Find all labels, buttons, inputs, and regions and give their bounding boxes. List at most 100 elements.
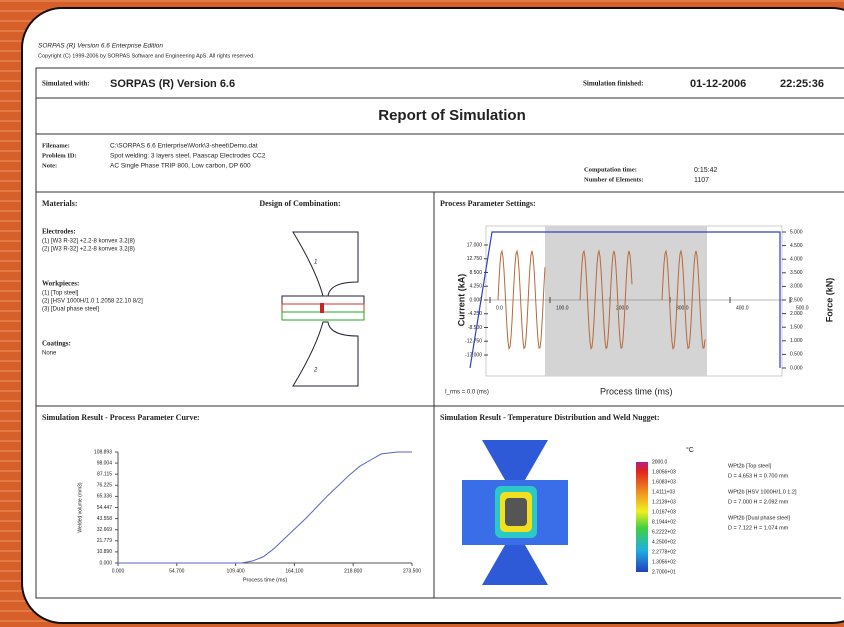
y2-tick-label: 1.500 bbox=[790, 325, 803, 331]
value: SORPAS (R) Version 6.6 bbox=[110, 78, 235, 90]
temperature-drawing bbox=[462, 440, 648, 585]
field-value: 1107 bbox=[694, 177, 709, 184]
nugget-size: D = 7.122 H = 1.074 mm bbox=[728, 525, 789, 531]
x-tick-label: 100.0 bbox=[556, 305, 569, 311]
y-tick-label: -8.500 bbox=[468, 325, 482, 331]
y-tick-label: -12.750 bbox=[465, 339, 482, 345]
y2-tick-label: 2.000 bbox=[790, 311, 803, 317]
axis-label: Force (kN) bbox=[824, 278, 834, 323]
legend-label: 4.2500+02 bbox=[652, 539, 676, 545]
y-tick-label: 54.447 bbox=[97, 505, 113, 511]
report-title: Report of Simulation bbox=[378, 107, 526, 124]
section-label: Coatings: bbox=[42, 340, 71, 348]
section-label: Electrodes: bbox=[42, 228, 76, 236]
weld-point bbox=[320, 303, 324, 313]
field-value: AC Single Phase TRIP 800, Low carbon, DP… bbox=[110, 163, 251, 170]
axis-label: Current (kA) bbox=[456, 274, 466, 327]
report-border bbox=[35, 67, 844, 599]
y-tick-label: 21.779 bbox=[97, 538, 113, 544]
list-item: (2) [W3 R-32] +2.2-8 konvex 3.2(8) bbox=[42, 247, 135, 253]
y-tick-label: -4.250 bbox=[468, 311, 482, 317]
panel-title: Materials: bbox=[42, 199, 78, 208]
y2-tick-label: 3.500 bbox=[790, 270, 803, 276]
field-value: 0:15:42 bbox=[694, 167, 717, 174]
current-wave bbox=[579, 249, 633, 351]
header-line: Copyright (C) 1999-2006 by SORPAS Softwa… bbox=[38, 53, 255, 59]
legend-label: 1.8056+03 bbox=[652, 469, 676, 475]
list-item: (2) [HSV 1000H/1.0 1.2058 22.10 8/2] bbox=[42, 299, 143, 305]
x-tick-label: 54.700 bbox=[169, 568, 185, 574]
current-wave bbox=[661, 249, 706, 351]
field-value: C:\SORPAS 6.6 Enterprise\Work\3-sheet\De… bbox=[110, 143, 258, 150]
x-tick-label: 109.400 bbox=[227, 568, 245, 574]
nugget-size: D = 4.653 H = 0.700 mm bbox=[728, 473, 789, 479]
sheet bbox=[281, 295, 365, 305]
nugget-name: WPt2b [Top steel] bbox=[728, 463, 772, 469]
y-tick-label: 10.890 bbox=[97, 549, 113, 555]
y2-tick-label: 4.000 bbox=[790, 257, 803, 263]
y2-tick-label: 0.500 bbox=[790, 352, 803, 358]
x-tick-label: 164.100 bbox=[285, 568, 303, 574]
x-tick-label: 500.0 bbox=[796, 305, 809, 311]
y-tick-label: 17.000 bbox=[467, 242, 483, 248]
field-label: Note: bbox=[42, 162, 57, 169]
y2-tick-label: 1.000 bbox=[790, 338, 803, 344]
label: Simulation finished: bbox=[583, 80, 644, 88]
y2-tick-label: 0.000 bbox=[790, 365, 803, 371]
legend-label: 8.1944+02 bbox=[652, 519, 676, 525]
unit: °C bbox=[686, 446, 694, 454]
electrode bbox=[482, 440, 548, 480]
time: 22:25:36 bbox=[780, 78, 824, 90]
y-tick-label: 76.225 bbox=[97, 483, 113, 489]
panel-title: Process Parameter Settings: bbox=[440, 199, 536, 208]
shaded-region bbox=[545, 226, 707, 376]
label: Simulated with: bbox=[42, 80, 90, 88]
y-tick-label: 12.750 bbox=[467, 256, 483, 262]
y-tick-label: 108.893 bbox=[94, 449, 112, 455]
y-tick-label: 4.250 bbox=[469, 284, 482, 290]
force-line bbox=[469, 231, 781, 369]
y-tick-label: 0.000 bbox=[469, 297, 482, 303]
y-tick-label: 98.004 bbox=[97, 460, 113, 466]
part-label: 2 bbox=[313, 368, 318, 374]
y2-tick-label: 3.000 bbox=[790, 284, 803, 290]
legend-label: 2.2778+02 bbox=[652, 549, 676, 555]
y2-tick-label: 4.500 bbox=[790, 243, 803, 249]
nugget bbox=[505, 498, 527, 526]
axis-label: Process time (ms) bbox=[243, 577, 287, 583]
x-tick-label: 273.500 bbox=[403, 568, 421, 574]
electrode bbox=[292, 321, 359, 387]
color-bar bbox=[636, 462, 648, 572]
nugget-size: D = 7.000 H = 2.092 mm bbox=[728, 499, 789, 505]
list-item: None bbox=[42, 351, 57, 357]
y-tick-label: 87.115 bbox=[97, 472, 112, 478]
field-label: Problem ID: bbox=[42, 152, 77, 159]
y-tick-label: 43.558 bbox=[97, 516, 113, 522]
line-series bbox=[118, 451, 412, 564]
part-label: 1 bbox=[314, 260, 317, 266]
x-tick-label: 200.0 bbox=[616, 305, 629, 311]
field-label: Filename: bbox=[42, 142, 70, 149]
legend-label: 1.4111+03 bbox=[652, 489, 675, 495]
y2-tick-label: 2.500 bbox=[790, 297, 803, 303]
legend-label: 1.3056+02 bbox=[652, 559, 676, 565]
list-item: (1) [Top steel] bbox=[42, 291, 79, 297]
date: 01-12-2006 bbox=[690, 78, 746, 90]
design-drawing bbox=[281, 231, 365, 387]
legend-label: 1.2139+03 bbox=[652, 499, 676, 505]
nugget-name: WPt2b [Dual phase steel] bbox=[728, 515, 791, 521]
axis-label: Welded volume (mm3) bbox=[77, 482, 83, 533]
legend-label: 1.0167+03 bbox=[652, 509, 676, 515]
legend-label: 6.2222+02 bbox=[652, 529, 676, 535]
y-tick-label: 32.669 bbox=[97, 527, 113, 533]
list-item: (1) [W3 R-32] +2.2-8 konvex 3.2(8) bbox=[42, 239, 135, 245]
axis-label: Process time (ms) bbox=[600, 386, 673, 396]
field-label: Number of Elements: bbox=[584, 176, 643, 183]
x-tick-label: 0.000 bbox=[112, 568, 125, 574]
header-line: SORPAS (R) Version 6.6 Enterprise Editio… bbox=[38, 43, 163, 50]
x-tick-label: 300.0 bbox=[676, 305, 689, 311]
y-tick-label: 8.500 bbox=[469, 270, 482, 276]
y-tick-label: 0.000 bbox=[99, 560, 112, 566]
